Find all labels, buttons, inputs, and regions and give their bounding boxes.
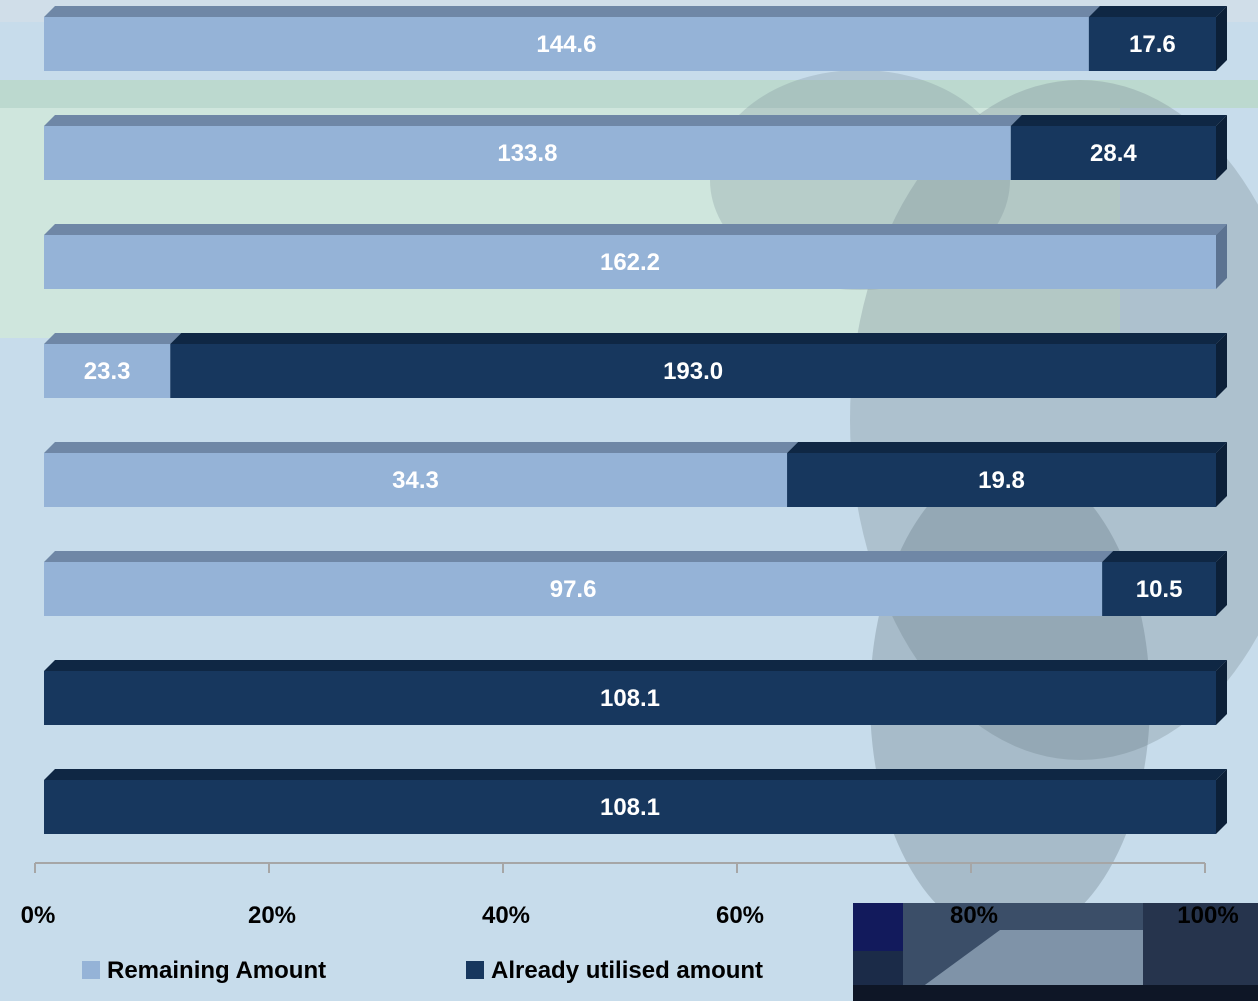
data-label-utilised: 28.4 (1090, 140, 1137, 167)
bar-top-remaining (44, 551, 1114, 562)
bar-side (1216, 769, 1227, 834)
bar-already-utilised (1102, 562, 1216, 616)
bar-side (1216, 6, 1227, 71)
bar-already-utilised (170, 344, 1216, 398)
legend: Remaining Amount Already utilised amount (82, 957, 763, 984)
data-label-utilised: 19.8 (978, 467, 1025, 494)
data-label-remaining: 133.8 (497, 140, 557, 167)
bar-side (1216, 442, 1227, 507)
bar-already-utilised (44, 671, 1216, 725)
bar-row: 133.8 28.4 (44, 115, 1227, 180)
data-label-remaining: 162.2 (600, 249, 660, 276)
bar-row: 108.1 (44, 769, 1227, 834)
legend-swatch (82, 961, 100, 979)
x-tick-label: 60% (716, 902, 764, 929)
bar-top-remaining (44, 115, 1022, 126)
data-label-utilised: 108.1 (600, 685, 660, 712)
bar-top-remaining (44, 6, 1100, 17)
data-label-utilised: 108.1 (600, 794, 660, 821)
bar-row: 108.1 (44, 660, 1227, 725)
bar-already-utilised (44, 780, 1216, 834)
bar-remaining-amount (44, 17, 1089, 71)
bar-remaining-amount (44, 126, 1011, 180)
bar-top-utilised (1010, 115, 1227, 126)
data-label-remaining: 144.6 (536, 31, 596, 58)
data-label-utilised: 193.0 (663, 358, 723, 385)
bar-row: 97.6 10.5 (44, 551, 1227, 616)
bar-row: 162.2 (44, 224, 1227, 289)
bar-row: 23.3 193.0 (44, 333, 1227, 398)
data-label-remaining: 97.6 (550, 576, 597, 603)
bar-top-remaining (44, 442, 799, 453)
bar-top-utilised (1088, 6, 1227, 17)
bar-top-utilised (1102, 551, 1227, 562)
bar-top-utilised (44, 769, 1227, 780)
bar-side (1216, 551, 1227, 616)
x-axis: 0% 20% 40% 60% 80% 100% (21, 862, 1239, 929)
bar-row: 34.3 19.8 (44, 442, 1227, 507)
bar-top-utilised (44, 660, 1227, 671)
data-label-remaining: 34.3 (392, 467, 439, 494)
legend-swatch (466, 961, 484, 979)
bar-side (1216, 115, 1227, 180)
bar-remaining-amount (44, 344, 171, 398)
bar-side (1216, 660, 1227, 725)
data-label-utilised: 17.6 (1129, 31, 1176, 58)
bar-top-utilised (170, 333, 1227, 344)
data-label-utilised: 10.5 (1136, 576, 1183, 603)
x-tick-label: 0% (21, 902, 56, 929)
bar-side (1216, 224, 1227, 289)
corner-logo-image (853, 903, 1258, 1001)
bar-remaining-amount (44, 453, 788, 507)
data-label-remaining: 23.3 (84, 358, 131, 385)
bar-remaining-amount (44, 235, 1216, 289)
x-tick-label: 20% (248, 902, 296, 929)
legend-label: Already utilised amount (491, 957, 763, 984)
bar-top-remaining (44, 333, 182, 344)
bar-side (1216, 333, 1227, 398)
bars-group: 144.6 17.6 133.8 28.4 162.2 23.3 193.0 34.3 19.8… (44, 6, 1227, 834)
bar-already-utilised (787, 453, 1216, 507)
bar-top-remaining (44, 224, 1227, 235)
legend-already-utilised: Already utilised amount (466, 957, 763, 984)
bar-remaining-amount (44, 562, 1103, 616)
bar-already-utilised (1010, 126, 1216, 180)
bar-already-utilised (1088, 17, 1216, 71)
bar-top-utilised (787, 442, 1227, 453)
x-tick-label: 40% (482, 902, 530, 929)
x-tick-label: 80% (950, 902, 998, 929)
x-tick-label: 100% (1177, 902, 1238, 929)
bar-row: 144.6 17.6 (44, 6, 1227, 71)
legend-remaining-amount: Remaining Amount (82, 957, 326, 984)
legend-label: Remaining Amount (107, 957, 326, 984)
